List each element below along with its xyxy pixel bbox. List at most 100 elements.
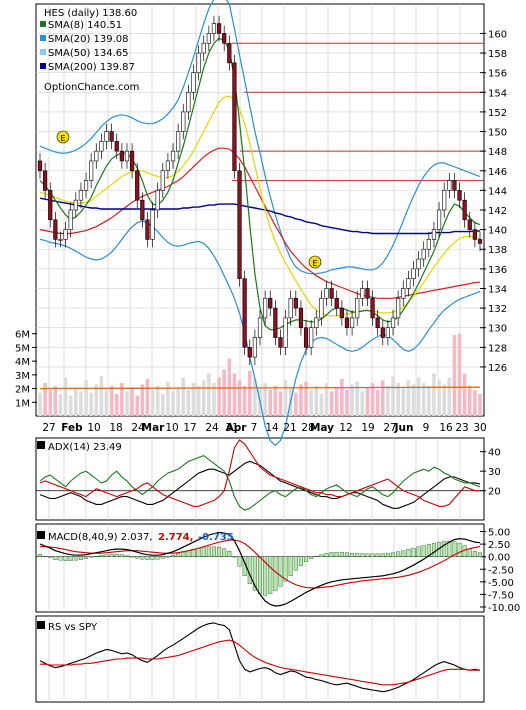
- price-tick-label: 150: [488, 128, 507, 139]
- candle-body: [252, 337, 257, 358]
- macd-histogram-bar: [478, 552, 483, 557]
- volume-tick-label: 5M: [15, 343, 30, 354]
- macd-histogram-bar: [135, 556, 140, 559]
- candle-body: [365, 288, 370, 299]
- price-lines: [39, 0, 481, 447]
- macd-histogram-bar: [278, 556, 283, 587]
- volume-bar: [94, 384, 99, 416]
- price-tick-label: 142: [488, 206, 507, 217]
- volume-bar: [79, 391, 83, 416]
- volume-tick-label: 1M: [15, 398, 30, 409]
- macd-histogram-bar: [396, 551, 401, 557]
- legend-sma8: SMA(8) 140.51: [48, 20, 122, 31]
- candle-body: [78, 190, 84, 201]
- candle-body: [201, 42, 206, 54]
- candle-body: [63, 229, 68, 240]
- volume-bar: [247, 370, 252, 416]
- volume-bar: [166, 381, 170, 416]
- candle-body: [339, 307, 344, 319]
- candle-body: [406, 278, 411, 289]
- macd-histogram-bar: [309, 556, 314, 559]
- candlesticks: [37, 15, 483, 365]
- macd-histogram-bar: [68, 556, 73, 561]
- price-tick-label: 160: [488, 29, 507, 40]
- volume-bar: [74, 387, 78, 416]
- macd-line: [39, 531, 481, 607]
- volume-bar: [365, 387, 370, 416]
- macd-tick-label: -2.50: [488, 565, 514, 576]
- macd-histogram-bar: [457, 542, 462, 557]
- candle-body: [58, 239, 63, 241]
- candle-body: [109, 131, 114, 142]
- rs-series-line: [40, 639, 480, 686]
- volume-bar: [53, 385, 58, 416]
- candle-body: [268, 297, 273, 309]
- price-tick-label: 152: [488, 108, 507, 119]
- macd-histogram-bar: [442, 540, 447, 557]
- x-tick-label: Mar: [142, 422, 166, 434]
- x-tick-label: 10: [165, 422, 178, 434]
- volume-bar: [145, 378, 150, 416]
- volume-bar: [89, 392, 93, 416]
- candle-body: [104, 131, 109, 142]
- macd-histogram-bar: [263, 556, 268, 596]
- macd-histogram-bar: [150, 556, 155, 560]
- macd-histogram-bar: [38, 553, 43, 557]
- candle-body: [129, 150, 135, 172]
- adx-tick-label: 20: [488, 487, 501, 498]
- bollinger-upper: [39, 0, 481, 275]
- volume-bar: [427, 385, 431, 416]
- candle-body: [37, 160, 43, 172]
- candle-body: [442, 190, 447, 211]
- macd-histogram-bar: [324, 552, 329, 557]
- adx-panel-frame: [35, 437, 485, 521]
- macd-histogram-bar: [283, 556, 288, 582]
- macd-histogram-bar: [73, 556, 78, 561]
- volume-bar: [294, 392, 298, 416]
- volume-bar: [263, 383, 267, 416]
- macd-histogram-bar: [411, 547, 416, 557]
- macd-histogram-bar: [472, 550, 477, 557]
- candle-body: [288, 297, 293, 319]
- candle-body: [206, 33, 211, 44]
- macd-histogram-bar: [217, 546, 222, 557]
- macd-tick-label: 2.50: [488, 540, 510, 551]
- volume-bar: [237, 380, 242, 416]
- volume-bar: [114, 394, 119, 416]
- candle-body: [176, 131, 181, 152]
- volume-bar: [334, 387, 339, 416]
- price-tick-label: 154: [488, 88, 507, 99]
- adx-series-line: [39, 460, 481, 509]
- earnings-marker: [56, 130, 70, 144]
- earnings-marker: [308, 255, 322, 269]
- sma200-line: [39, 197, 481, 235]
- candle-body: [360, 288, 365, 299]
- x-tick-label: Apr: [226, 422, 248, 434]
- candle-body: [124, 150, 130, 162]
- watermark: OptionChance.com: [44, 82, 139, 93]
- macd-histogram-bar: [252, 556, 257, 591]
- candle-body: [457, 190, 462, 201]
- candle-body: [416, 258, 421, 270]
- candle-body: [385, 327, 391, 338]
- volume-bar: [84, 380, 88, 416]
- x-tick-label: 10: [87, 422, 100, 434]
- volume-bar: [43, 383, 47, 416]
- macd-histogram-bar: [171, 554, 176, 557]
- volume-bar: [160, 394, 165, 416]
- macd-histogram-bar: [104, 554, 109, 557]
- macd-histogram-bar: [165, 556, 170, 558]
- macd-histogram-bar: [375, 553, 380, 557]
- x-tick-label: 21: [283, 422, 296, 434]
- candle-body: [196, 52, 201, 73]
- x-tick-label: 27: [42, 422, 55, 434]
- macd-histogram-bar: [355, 552, 360, 557]
- candle-body: [421, 248, 426, 260]
- candle-body: [216, 23, 222, 34]
- macd-histogram-bar: [140, 556, 145, 560]
- candle-body: [370, 297, 375, 319]
- volume-bar: [360, 391, 365, 416]
- volume-bar: [473, 389, 477, 416]
- candle-body: [298, 307, 304, 329]
- macd-histogram-bar: [176, 553, 181, 557]
